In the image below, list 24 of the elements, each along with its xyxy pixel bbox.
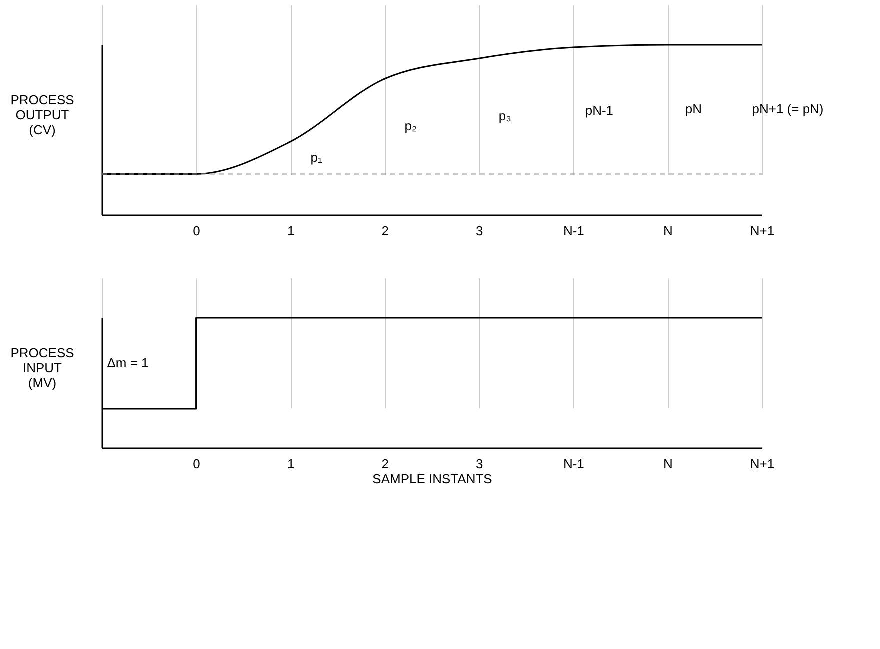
x-tick-label: 1 xyxy=(287,224,295,238)
x-tick-label: N xyxy=(664,224,673,238)
x-tick-label: 3 xyxy=(476,456,484,472)
annotation: pN+1 (= pN) xyxy=(752,102,824,117)
x-tick-label: N xyxy=(664,456,673,472)
annotation: p₁ xyxy=(310,150,323,166)
x-tick-label: N+1 xyxy=(750,224,775,238)
x-tick-label: N-1 xyxy=(563,456,584,472)
x-tick-label: 3 xyxy=(476,224,484,238)
x-axis-title: SAMPLE INSTANTS xyxy=(372,472,493,486)
x-tick-label: 0 xyxy=(193,224,200,238)
annotation: p₂ xyxy=(404,118,417,134)
annotation: pN-1 xyxy=(585,102,614,118)
x-tick-label: 2 xyxy=(382,456,389,472)
annotation: pN xyxy=(685,102,702,117)
y-axis-title: PROCESS OUTPUT (CV) xyxy=(10,92,75,138)
x-tick-label: 0 xyxy=(193,456,200,472)
x-tick-label: 1 xyxy=(287,456,295,472)
x-tick-label: 2 xyxy=(382,224,389,238)
annotation: Δm = 1 xyxy=(107,356,149,370)
annotation: p₃ xyxy=(498,108,512,124)
y-axis-title: PROCESS INPUT (MV) xyxy=(10,346,75,390)
x-tick-label: N-1 xyxy=(563,224,584,238)
x-tick-label: N+1 xyxy=(750,456,775,472)
